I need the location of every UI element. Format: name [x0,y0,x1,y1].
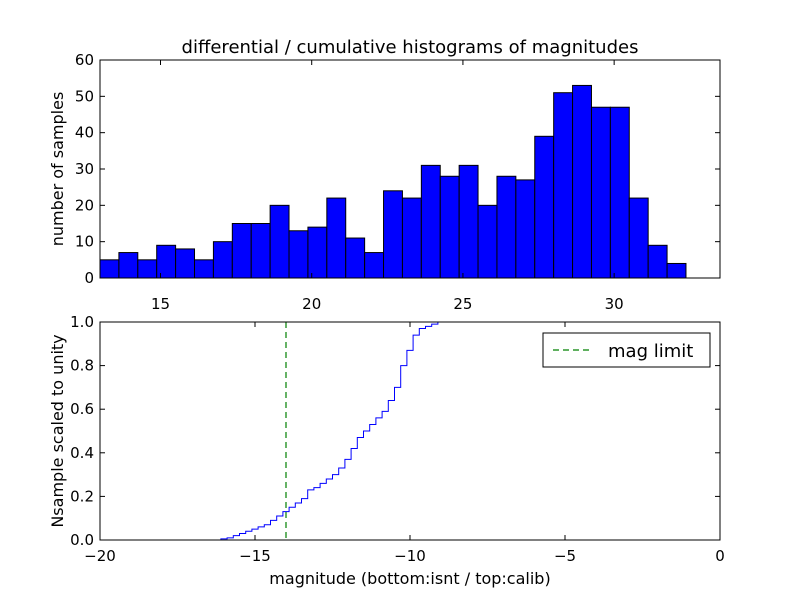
histogram-bar [553,92,574,279]
y-tick-label: 1.0 [70,313,94,331]
histogram-bar [250,223,271,279]
chart-title: differential / cumulative histograms of … [182,37,639,58]
histogram-bars [99,84,687,279]
histogram-bar [458,164,479,279]
x-tick-label: 30 [605,295,624,313]
histogram-bar [175,248,196,279]
histogram-y-axis-label: number of samples [48,92,67,247]
histogram-bar [477,204,498,279]
y-tick-label: 40 [75,124,94,142]
histogram-bar [364,252,385,279]
histogram-bar [496,175,517,279]
histogram-y-ticks: 0 10 20 30 40 50 60 [75,51,720,287]
histogram-bar [609,106,630,279]
legend-box [542,332,711,368]
histogram-bar [118,252,139,279]
histogram-bar [345,237,366,279]
histogram-bar [628,197,649,279]
x-tick-label: −5 [554,547,576,565]
y-tick-label: 50 [75,87,94,105]
y-tick-label: 0.8 [70,357,94,375]
y-tick-label: 0.0 [70,531,94,549]
x-tick-label: 15 [151,295,170,313]
histogram-axes-frame [99,59,721,279]
y-tick-label: 0.4 [70,444,94,462]
histogram-bar [288,230,309,279]
histogram-x-ticks: 15 20 25 30 [151,60,624,313]
histogram-bar [194,259,214,279]
histogram-bar [534,135,555,279]
x-tick-label: −10 [394,547,426,565]
histogram-bar [590,106,611,279]
histogram-bar [212,241,233,279]
y-tick-label: 10 [75,233,94,251]
x-tick-label: 20 [302,295,321,313]
histogram-bar [647,244,668,279]
cumulative-axes-frame [99,321,721,541]
histogram-bar [156,244,177,279]
y-tick-label: 0.6 [70,400,94,418]
y-tick-label: 0 [84,269,94,287]
y-tick-label: 60 [75,51,94,69]
histogram-bar [572,84,592,279]
x-tick-label: −15 [239,547,271,565]
histogram-bar [137,259,158,279]
legend: mag limit [542,332,711,368]
cumulative-y-ticks: 0.0 0.2 0.4 0.6 0.8 1.0 [70,313,720,549]
x-tick-label: −20 [84,547,116,565]
x-tick-label: 0 [715,547,725,565]
histogram-bar [99,259,120,279]
x-tick-label: 25 [453,295,472,313]
y-tick-label: 20 [75,196,94,214]
histogram-bar [666,262,687,279]
histogram-bar [269,204,290,279]
histogram-bar [326,197,347,279]
histogram-bar [231,223,252,279]
y-tick-label: 30 [75,160,94,178]
histogram-bar [439,175,460,279]
legend-mag-limit-label: mag limit [608,341,693,362]
histogram-panel: differential / cumulative histograms of … [48,37,721,313]
histogram-bar [515,179,536,279]
y-tick-label: 0.2 [70,487,94,505]
histogram-bar [420,164,441,279]
cumulative-step-line [100,321,721,541]
cumulative-y-axis-label: Nsample scaled to unity [48,334,67,527]
histogram-bar [307,226,328,279]
cumulative-x-axis-label: magnitude (bottom:isnt / top:calib) [269,569,550,588]
histogram-bar [383,190,403,279]
histogram-bar [401,197,422,279]
cumulative-plot-area [100,321,721,541]
cumulative-panel: 0.0 0.2 0.4 0.6 0.8 1.0 −20 −15 −10 −5 0 magnitud… [48,313,725,588]
cumulative-x-ticks: −20 −15 −10 −5 0 [84,322,725,565]
